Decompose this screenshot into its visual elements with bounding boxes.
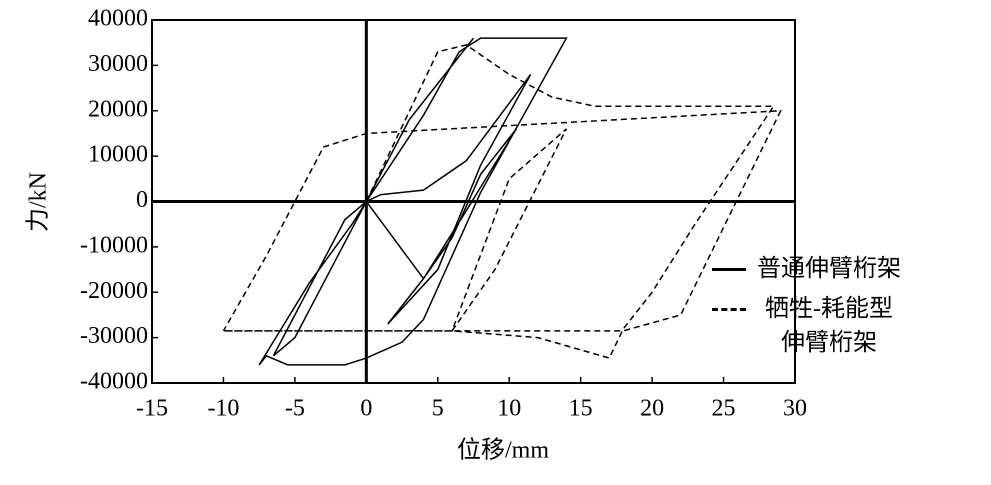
y-tick-label: 0 bbox=[136, 187, 148, 213]
x-tick-label: 10 bbox=[497, 396, 521, 422]
x-tick-label: -5 bbox=[285, 396, 305, 422]
legend-entry: 普通伸臂桁架 bbox=[712, 252, 904, 286]
legend-label: 牺牲-耗能型伸臂桁架 bbox=[765, 296, 893, 356]
x-tick-label: -15 bbox=[136, 396, 168, 422]
y-tick-label: -20000 bbox=[80, 278, 148, 304]
legend-swatch bbox=[712, 308, 746, 311]
legend-swatch bbox=[712, 268, 746, 271]
x-tick-label: 0 bbox=[360, 396, 372, 422]
y-tick-label: -30000 bbox=[80, 323, 148, 349]
legend: 普通伸臂桁架牺牲-耗能型伸臂桁架 bbox=[712, 252, 904, 366]
series-line bbox=[222, 44, 782, 359]
x-tick-label: 30 bbox=[783, 396, 807, 422]
y-tick-label: 20000 bbox=[88, 96, 148, 122]
y-tick-label: 40000 bbox=[88, 6, 148, 32]
x-tick-label: -10 bbox=[207, 396, 239, 422]
legend-label: 普通伸臂桁架 bbox=[757, 256, 901, 282]
y-axis-label: 力/kN bbox=[25, 172, 52, 232]
y-tick-label: -10000 bbox=[80, 232, 148, 258]
x-tick-label: 25 bbox=[712, 396, 736, 422]
series-line bbox=[258, 37, 568, 366]
y-tick-label: -40000 bbox=[80, 369, 148, 395]
x-tick-label: 5 bbox=[432, 396, 444, 422]
x-tick-label: 15 bbox=[569, 396, 593, 422]
y-tick-label: 30000 bbox=[88, 51, 148, 77]
x-axis-label: 位移/mm bbox=[457, 437, 549, 464]
legend-entry: 牺牲-耗能型伸臂桁架 bbox=[712, 292, 904, 360]
x-tick-label: 20 bbox=[640, 396, 664, 422]
y-tick-label: 10000 bbox=[88, 142, 148, 168]
